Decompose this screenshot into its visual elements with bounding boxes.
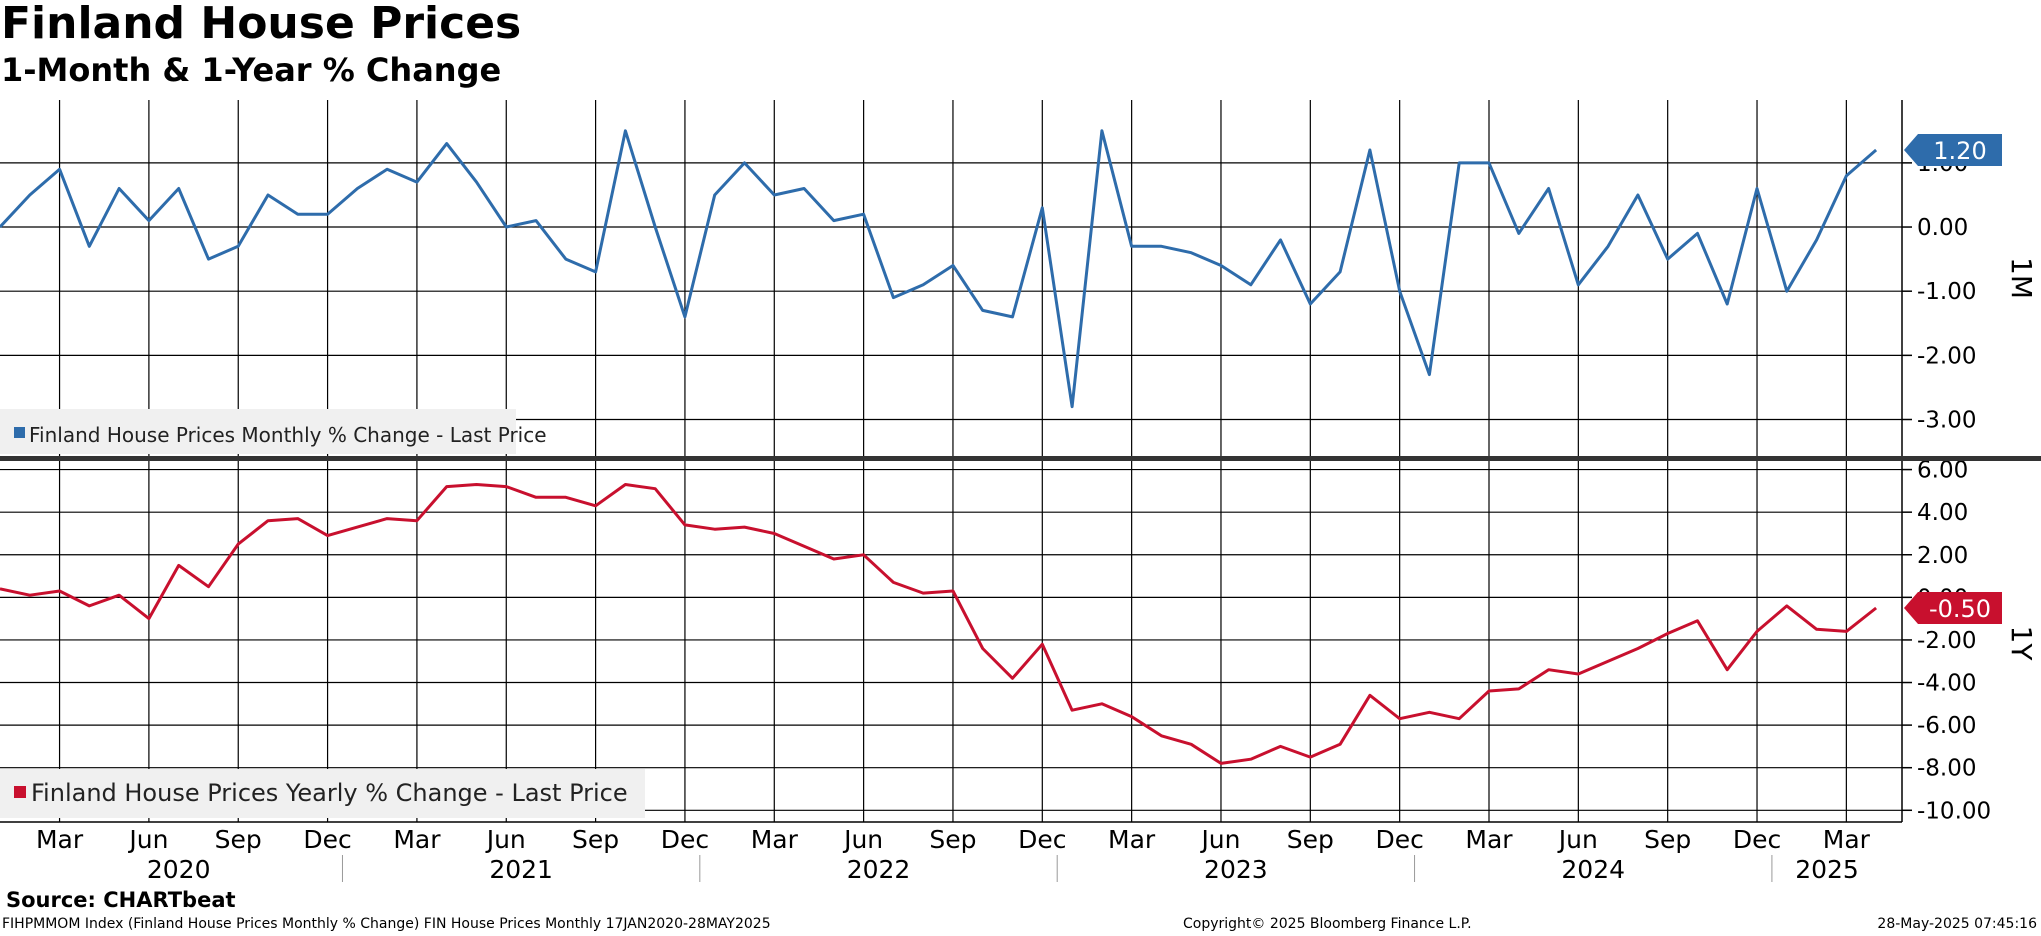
x-tick-label: Dec	[1018, 825, 1066, 854]
x-tick-label: Sep	[572, 825, 619, 854]
x-tick-label: Mar	[36, 825, 84, 854]
legend-swatch-monthly	[14, 427, 25, 438]
x-tick-label: Jun	[842, 825, 883, 854]
x-tick-label: Sep	[929, 825, 976, 854]
year-label: 2023	[1204, 855, 1268, 884]
y-tick-label: 6.00	[1917, 458, 1968, 484]
last-value-tag	[1904, 591, 2002, 624]
last-value-label: -0.50	[1929, 595, 1991, 623]
year-label: 2020	[147, 855, 211, 884]
axis-layer: 1.000.00-1.00-2.00-3.001.201M6.004.002.0…	[0, 100, 2041, 884]
y-tick-label: 0.00	[1917, 215, 1968, 241]
panel-separator	[0, 456, 2041, 461]
y-tick-label: -2.00	[1917, 343, 1977, 369]
legend-layer: Finland House Prices Monthly % Change - …	[0, 409, 645, 818]
x-tick-label: Jun	[127, 825, 168, 854]
y-tick-label: -6.00	[1917, 713, 1977, 739]
y-tick-label: -2.00	[1917, 628, 1977, 654]
panel-label: 1Y	[2005, 626, 2038, 662]
source-note: Source: CHARTbeat	[6, 888, 236, 912]
x-tick-label: Mar	[393, 825, 441, 854]
x-tick-label: Mar	[1823, 825, 1871, 854]
x-tick-label: Dec	[1375, 825, 1423, 854]
chart-title: Finland House Prices	[1, 0, 522, 49]
yearly-change-line	[0, 483, 1878, 765]
x-tick-label: Mar	[751, 825, 799, 854]
year-label: 2022	[847, 855, 911, 884]
x-tick-label: Sep	[215, 825, 262, 854]
y-tick-label: -4.00	[1917, 671, 1977, 697]
year-label: 2025	[1795, 855, 1859, 884]
y-tick-label: -3.00	[1917, 408, 1977, 434]
monthly-change-line	[0, 129, 1878, 409]
series-layer	[0, 129, 1878, 765]
y-tick-label: -1.00	[1917, 279, 1977, 305]
legend-label-monthly: Finland House Prices Monthly % Change - …	[29, 423, 547, 447]
y-tick-label: -10.00	[1917, 798, 1991, 824]
chart-subtitle: 1-Month & 1-Year % Change	[1, 51, 502, 89]
y-tick-label: -8.00	[1917, 756, 1977, 782]
legend-swatch-yearly	[14, 786, 26, 798]
last-value-tag	[1904, 134, 2002, 167]
year-label: 2024	[1561, 855, 1625, 884]
x-tick-label: Dec	[303, 825, 351, 854]
legend-box-yearly	[0, 769, 645, 818]
x-tick-label: Mar	[1108, 825, 1156, 854]
x-tick-label: Dec	[1733, 825, 1781, 854]
legend-label-yearly: Finland House Prices Yearly % Change - L…	[31, 779, 628, 807]
footer-ticker-description: FIHPMMOM Index (Finland House Prices Mon…	[2, 916, 771, 932]
x-tick-label: Jun	[485, 825, 526, 854]
legend-box-monthly	[0, 409, 516, 454]
footer-timestamp: 28-May-2025 07:45:16	[1877, 916, 2037, 932]
x-tick-label: Jun	[1199, 825, 1240, 854]
x-tick-label: Jun	[1557, 825, 1598, 854]
year-label: 2021	[489, 855, 553, 884]
x-tick-label: Sep	[1287, 825, 1334, 854]
panel-label: 1M	[2005, 257, 2038, 299]
x-tick-label: Dec	[661, 825, 709, 854]
y-tick-label: 2.00	[1917, 543, 1968, 569]
x-tick-label: Mar	[1465, 825, 1513, 854]
x-tick-label: Sep	[1644, 825, 1691, 854]
last-value-label: 1.20	[1933, 137, 1986, 165]
footer-copyright: Copyright© 2025 Bloomberg Finance L.P.	[1183, 916, 1472, 932]
y-tick-label: 4.00	[1917, 500, 1968, 526]
